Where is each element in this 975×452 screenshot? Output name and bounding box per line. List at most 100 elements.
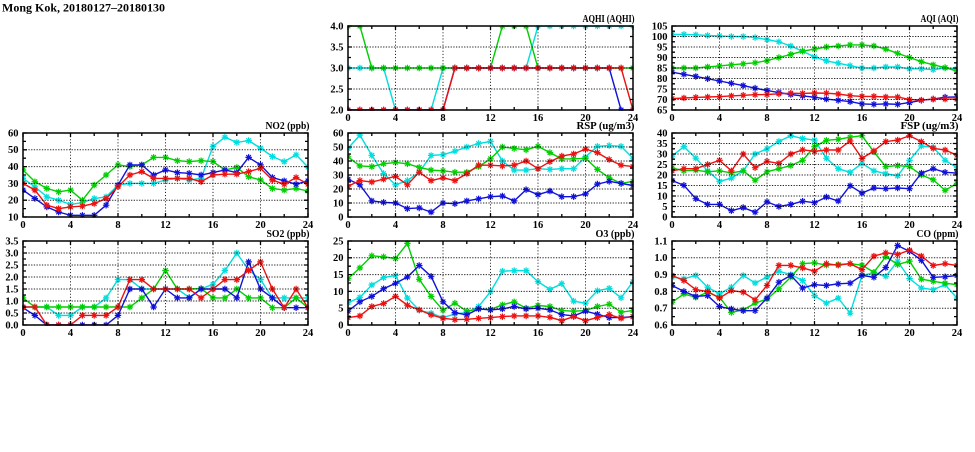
svg-text:1.1: 1.1 <box>654 236 667 247</box>
svg-text:8: 8 <box>764 113 769 124</box>
svg-text:RSP (ug/m3): RSP (ug/m3) <box>577 121 635 132</box>
svg-text:0: 0 <box>662 212 667 223</box>
svg-text:15: 15 <box>333 270 344 281</box>
svg-text:16: 16 <box>208 220 219 231</box>
svg-text:O3 (ppb): O3 (ppb) <box>596 229 635 240</box>
svg-text:60: 60 <box>8 128 19 139</box>
svg-text:24: 24 <box>952 113 963 124</box>
svg-text:20: 20 <box>8 196 19 207</box>
svg-text:4.0: 4.0 <box>330 21 343 32</box>
svg-text:12: 12 <box>485 328 496 339</box>
svg-text:0.5: 0.5 <box>5 308 18 319</box>
svg-text:95: 95 <box>657 42 668 53</box>
svg-text:4: 4 <box>393 220 399 231</box>
svg-text:0.7: 0.7 <box>654 304 667 315</box>
svg-text:12: 12 <box>160 328 171 339</box>
svg-text:10: 10 <box>8 212 19 223</box>
svg-text:10: 10 <box>657 191 668 202</box>
svg-text:AQI (AQI): AQI (AQI) <box>921 14 959 25</box>
svg-text:80: 80 <box>657 74 668 85</box>
svg-text:8: 8 <box>440 328 445 339</box>
svg-text:1.0: 1.0 <box>5 296 18 307</box>
svg-text:60: 60 <box>333 128 344 139</box>
svg-text:0: 0 <box>345 328 350 339</box>
svg-text:85: 85 <box>657 63 668 74</box>
svg-text:16: 16 <box>857 113 868 124</box>
svg-text:16: 16 <box>208 328 219 339</box>
svg-text:30: 30 <box>333 170 344 181</box>
svg-text:0: 0 <box>669 220 674 231</box>
svg-text:8: 8 <box>764 220 769 231</box>
svg-text:4: 4 <box>68 328 74 339</box>
svg-text:8: 8 <box>115 328 120 339</box>
svg-text:CO (ppm): CO (ppm) <box>917 229 959 240</box>
svg-text:40: 40 <box>657 128 668 139</box>
svg-text:0: 0 <box>338 320 343 331</box>
svg-text:FSP (ug/m3): FSP (ug/m3) <box>901 121 959 132</box>
svg-text:20: 20 <box>580 328 591 339</box>
svg-text:0: 0 <box>338 212 343 223</box>
svg-text:90: 90 <box>657 53 668 64</box>
svg-text:20: 20 <box>333 184 344 195</box>
svg-text:0: 0 <box>669 328 674 339</box>
svg-text:20: 20 <box>657 170 668 181</box>
svg-text:65: 65 <box>657 105 668 116</box>
svg-text:10: 10 <box>333 198 344 209</box>
svg-text:0: 0 <box>669 113 674 124</box>
svg-text:5: 5 <box>338 304 343 315</box>
svg-text:3.5: 3.5 <box>5 236 18 247</box>
svg-text:25: 25 <box>657 160 668 171</box>
svg-text:0.8: 0.8 <box>654 287 667 298</box>
svg-text:50: 50 <box>333 142 344 153</box>
svg-text:4: 4 <box>717 220 723 231</box>
svg-text:16: 16 <box>857 220 868 231</box>
svg-text:3.0: 3.0 <box>330 63 343 74</box>
svg-text:8: 8 <box>764 328 769 339</box>
svg-text:2.0: 2.0 <box>5 272 18 283</box>
svg-text:8: 8 <box>440 220 445 231</box>
svg-text:10: 10 <box>333 287 344 298</box>
svg-text:1.5: 1.5 <box>5 284 18 295</box>
svg-text:NO2 (ppb): NO2 (ppb) <box>266 121 310 132</box>
svg-text:20: 20 <box>904 328 915 339</box>
svg-text:12: 12 <box>160 220 171 231</box>
svg-text:Mong Kok, 20180127–20180130: Mong Kok, 20180127–20180130 <box>2 1 165 15</box>
svg-text:4: 4 <box>717 113 723 124</box>
svg-text:70: 70 <box>657 95 668 106</box>
svg-text:75: 75 <box>657 84 668 95</box>
svg-text:20: 20 <box>333 253 344 264</box>
svg-text:12: 12 <box>809 220 820 231</box>
svg-text:24: 24 <box>952 328 963 339</box>
svg-text:30: 30 <box>657 149 668 160</box>
svg-text:1.0: 1.0 <box>654 253 667 264</box>
svg-text:3.0: 3.0 <box>5 248 18 259</box>
svg-text:12: 12 <box>485 113 496 124</box>
svg-text:SO2 (ppb): SO2 (ppb) <box>267 229 310 240</box>
svg-text:16: 16 <box>533 328 544 339</box>
svg-text:20: 20 <box>904 113 915 124</box>
svg-text:50: 50 <box>8 145 19 156</box>
svg-text:35: 35 <box>657 139 668 150</box>
svg-text:2.0: 2.0 <box>330 105 343 116</box>
svg-text:16: 16 <box>857 328 868 339</box>
svg-text:0: 0 <box>345 113 350 124</box>
svg-text:15: 15 <box>657 181 668 192</box>
svg-text:0: 0 <box>345 220 350 231</box>
svg-text:0: 0 <box>20 220 25 231</box>
svg-text:12: 12 <box>809 113 820 124</box>
svg-text:16: 16 <box>533 113 544 124</box>
svg-text:0: 0 <box>20 328 25 339</box>
svg-text:4: 4 <box>393 328 399 339</box>
svg-text:16: 16 <box>533 220 544 231</box>
svg-text:25: 25 <box>333 236 344 247</box>
svg-text:0.6: 0.6 <box>654 320 667 331</box>
svg-text:24: 24 <box>303 328 314 339</box>
svg-text:8: 8 <box>115 220 120 231</box>
svg-text:100: 100 <box>652 32 668 43</box>
svg-text:3.5: 3.5 <box>330 42 343 53</box>
svg-text:20: 20 <box>904 220 915 231</box>
svg-text:12: 12 <box>809 328 820 339</box>
svg-text:24: 24 <box>628 220 639 231</box>
svg-text:20: 20 <box>255 220 266 231</box>
svg-text:20: 20 <box>580 220 591 231</box>
